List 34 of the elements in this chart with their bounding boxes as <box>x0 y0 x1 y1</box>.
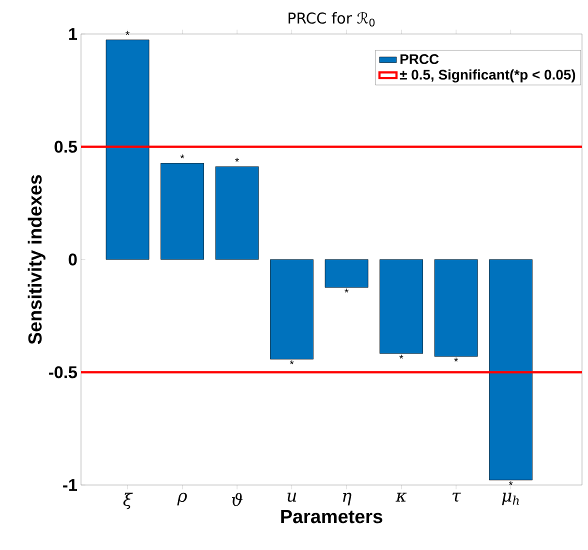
bar <box>270 259 314 360</box>
x-tick-label: ϑ <box>232 492 243 506</box>
bar <box>215 166 259 260</box>
data-label: * <box>126 31 130 35</box>
bar <box>434 259 478 357</box>
y-tick-label: 0.5 <box>54 140 78 153</box>
bar <box>380 259 424 354</box>
legend-label: ± 0.5, Significant(*p < 0.05) <box>400 69 576 82</box>
x-tick-label: μ$_{h}$ <box>502 492 519 506</box>
data-label: * <box>344 288 349 293</box>
x-tick-label: ξ <box>123 492 133 510</box>
x-tick-label: ρ <box>177 492 187 506</box>
y-tick-label: 0 <box>68 254 77 266</box>
x-tick-label: u <box>288 492 296 502</box>
y-tick-label: -1 <box>63 479 78 491</box>
bar <box>106 40 150 260</box>
data-label: * <box>180 154 184 158</box>
data-label: * <box>399 354 404 359</box>
bar <box>324 259 368 288</box>
x-tick-label: τ <box>452 492 461 502</box>
x-tick-label: η <box>343 492 352 506</box>
x-tick-label: κ <box>396 492 407 502</box>
legend-label: PRCC <box>400 54 439 64</box>
data-label: * <box>290 360 294 364</box>
y-axis-title: Sensitivity indexes <box>28 175 46 344</box>
bar <box>489 259 533 480</box>
data-label: * <box>508 481 513 486</box>
chart-title: PRCC for ℛ$_{0}$ <box>288 12 375 26</box>
data-label: * <box>235 158 240 162</box>
x-axis-title: Parameters <box>281 510 382 524</box>
bar <box>160 163 204 260</box>
y-tick-label: 1 <box>69 28 78 40</box>
data-label: * <box>454 358 458 362</box>
y-tick-label: -0.5 <box>48 366 78 378</box>
